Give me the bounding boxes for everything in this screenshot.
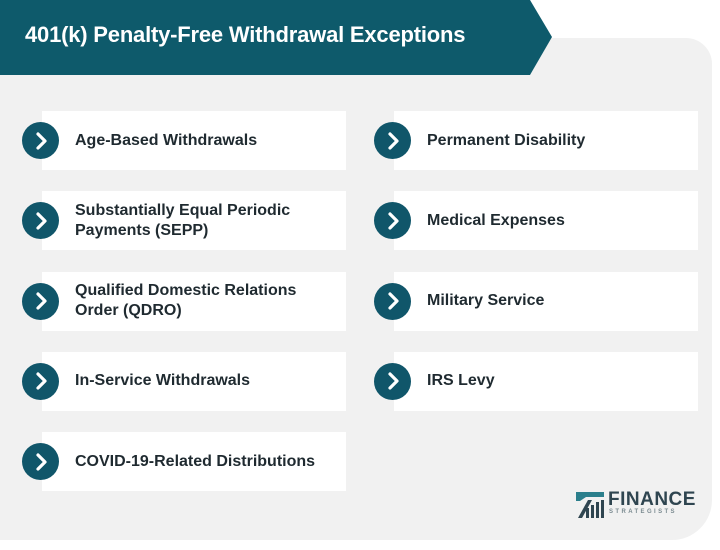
chevron-right-icon <box>374 362 411 400</box>
chevron-right-icon <box>374 202 411 240</box>
exception-card <box>42 191 346 251</box>
exception-label: IRS Levy <box>427 372 495 390</box>
exception-card <box>394 111 698 170</box>
exception-card <box>394 351 698 411</box>
exception-card <box>394 271 698 331</box>
exception-card <box>42 111 346 170</box>
finance-strategists-logo: FINANCE STRATEGISTS <box>576 489 695 524</box>
exception-label: Age-Based Withdrawals <box>75 131 258 149</box>
exception-label: In-Service Withdrawals <box>75 372 251 390</box>
exception-card <box>42 351 346 411</box>
logo-name: FINANCE <box>608 489 696 510</box>
title-banner: 401(k) Penalty-Free Withdrawal Exception… <box>0 0 552 75</box>
exception-card <box>42 432 346 492</box>
chevron-right-icon <box>374 282 411 320</box>
exception-label: Qualified Domestic Relations Order (QDRO… <box>75 282 297 320</box>
exception-card <box>394 191 698 251</box>
exception-label: Medical Expenses <box>427 211 565 229</box>
chevron-right-icon <box>22 282 59 320</box>
exception-label: COVID-19-Related Distributions <box>75 452 316 470</box>
exception-label: Military Service <box>427 292 545 310</box>
page-title: 401(k) Penalty-Free Withdrawal Exception… <box>25 22 466 47</box>
exception-label: Substantially Equal Periodic Payments (S… <box>75 201 291 239</box>
logo-icon <box>576 492 604 518</box>
exception-card <box>42 271 346 331</box>
chevron-right-icon <box>22 362 59 400</box>
chevron-right-icon <box>374 122 411 159</box>
chevron-right-icon <box>22 202 59 240</box>
logo-subtitle: STRATEGISTS <box>609 509 677 515</box>
exception-label: Permanent Disability <box>427 131 586 149</box>
chevron-right-icon <box>22 122 59 159</box>
chevron-right-icon <box>22 443 59 481</box>
